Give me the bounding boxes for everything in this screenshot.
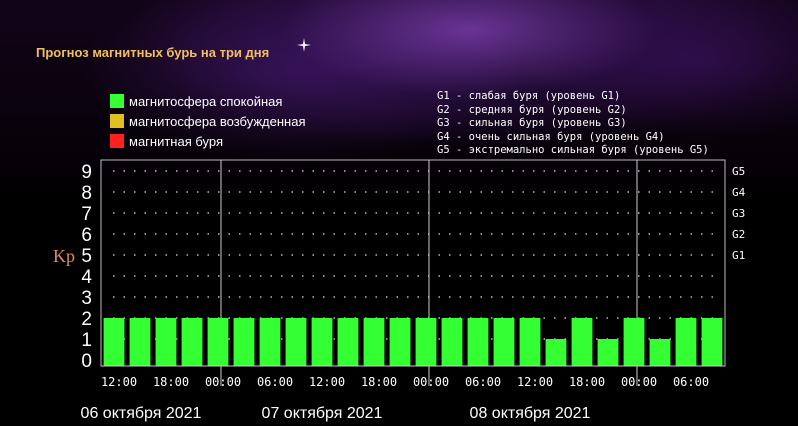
bar bbox=[389, 318, 411, 366]
x-tick-label: 18:00 bbox=[569, 375, 605, 389]
storm-level-tick: G4 bbox=[732, 186, 746, 199]
bar bbox=[363, 318, 385, 366]
storm-level-g1: G1 - слабая буря (уровень G1) bbox=[437, 90, 621, 102]
storm-level-tick: G2 bbox=[732, 228, 745, 241]
x-tick-label: 12:00 bbox=[309, 375, 345, 389]
storm-level-tick: G1 bbox=[732, 249, 745, 262]
y-tick-label: 6 bbox=[81, 225, 92, 246]
y-axis-title: Kp bbox=[53, 246, 75, 266]
x-tick-label: 00:00 bbox=[413, 375, 449, 389]
bar bbox=[571, 318, 593, 366]
x-tick-label: 06:00 bbox=[465, 375, 501, 389]
bar bbox=[597, 339, 619, 366]
legend-item-storm: магнитная буря bbox=[110, 131, 306, 151]
x-tick-label: 00:00 bbox=[621, 375, 657, 389]
x-tick-label: 18:00 bbox=[361, 375, 397, 389]
bar bbox=[129, 318, 151, 366]
bar bbox=[441, 318, 463, 366]
y-tick-label: 1 bbox=[81, 330, 92, 351]
x-tick-label: 00:00 bbox=[205, 375, 241, 389]
storm-level-g4: G4 - очень сильная буря (уровень G4) bbox=[437, 130, 665, 143]
storm-level-legend: G1 - слабая буря (уровень G1) G2 - средн… bbox=[437, 90, 709, 158]
legend-label-excited: магнитосфера возбужденная bbox=[129, 113, 306, 129]
y-tick-label: 9 bbox=[81, 162, 92, 183]
storm-level-tick: G5 bbox=[732, 165, 745, 178]
storm-level-tick: G3 bbox=[732, 207, 745, 220]
bar bbox=[155, 318, 177, 366]
day-label: 07 октября 2021 bbox=[262, 405, 383, 422]
day-label: 08 октября 2021 bbox=[470, 405, 591, 422]
storm-level-g5: G5 - экстремально сильная буря (уровень … bbox=[437, 144, 709, 156]
storm-level-g3: G3 - сильная буря (уровень G3) bbox=[437, 117, 627, 129]
x-tick-label: 06:00 bbox=[257, 375, 293, 389]
page-title: Прогноз магнитных бурь на три дня bbox=[36, 45, 270, 60]
x-tick-label: 12:00 bbox=[101, 375, 137, 389]
legend: магнитосфера спокойная магнитосфера возб… bbox=[110, 91, 306, 151]
bar bbox=[545, 339, 567, 366]
bar bbox=[233, 318, 255, 366]
bar bbox=[259, 318, 281, 366]
x-tick-label: 06:00 bbox=[673, 375, 709, 389]
bar bbox=[519, 318, 541, 366]
star-icon bbox=[297, 38, 311, 52]
legend-label-storm: магнитная буря bbox=[129, 133, 224, 149]
bar bbox=[467, 318, 489, 366]
x-tick-label: 12:00 bbox=[517, 375, 553, 389]
day-label: 06 октября 2021 bbox=[81, 405, 202, 422]
y-tick-label: 4 bbox=[81, 267, 92, 288]
y-tick-label: 8 bbox=[81, 183, 92, 204]
y-tick-label: 2 bbox=[81, 309, 92, 330]
bar bbox=[207, 318, 229, 366]
bar bbox=[181, 318, 203, 366]
bar bbox=[415, 318, 437, 366]
bar bbox=[285, 318, 307, 366]
bar bbox=[311, 318, 333, 366]
bar bbox=[337, 318, 359, 366]
legend-item-calm: магнитосфера спокойная bbox=[110, 91, 306, 111]
legend-swatch-calm bbox=[110, 94, 124, 108]
y-tick-label: 5 bbox=[81, 246, 92, 267]
bar bbox=[649, 339, 671, 366]
bar bbox=[701, 318, 723, 366]
y-tick-label: 3 bbox=[81, 288, 92, 309]
storm-level-g2: G2 - средняя буря (уровень G2) bbox=[437, 103, 627, 116]
legend-label-calm: магнитосфера спокойная bbox=[129, 93, 283, 109]
legend-swatch-excited bbox=[110, 114, 124, 128]
bar bbox=[675, 318, 697, 366]
bar bbox=[103, 318, 125, 366]
y-tick-label: 7 bbox=[81, 204, 92, 225]
y-tick-label: 0 bbox=[81, 351, 92, 372]
legend-swatch-storm bbox=[110, 134, 124, 148]
bar bbox=[493, 318, 515, 366]
legend-item-excited: магнитосфера возбужденная bbox=[110, 111, 306, 131]
bar bbox=[623, 318, 645, 366]
x-tick-label: 18:00 bbox=[153, 375, 189, 389]
